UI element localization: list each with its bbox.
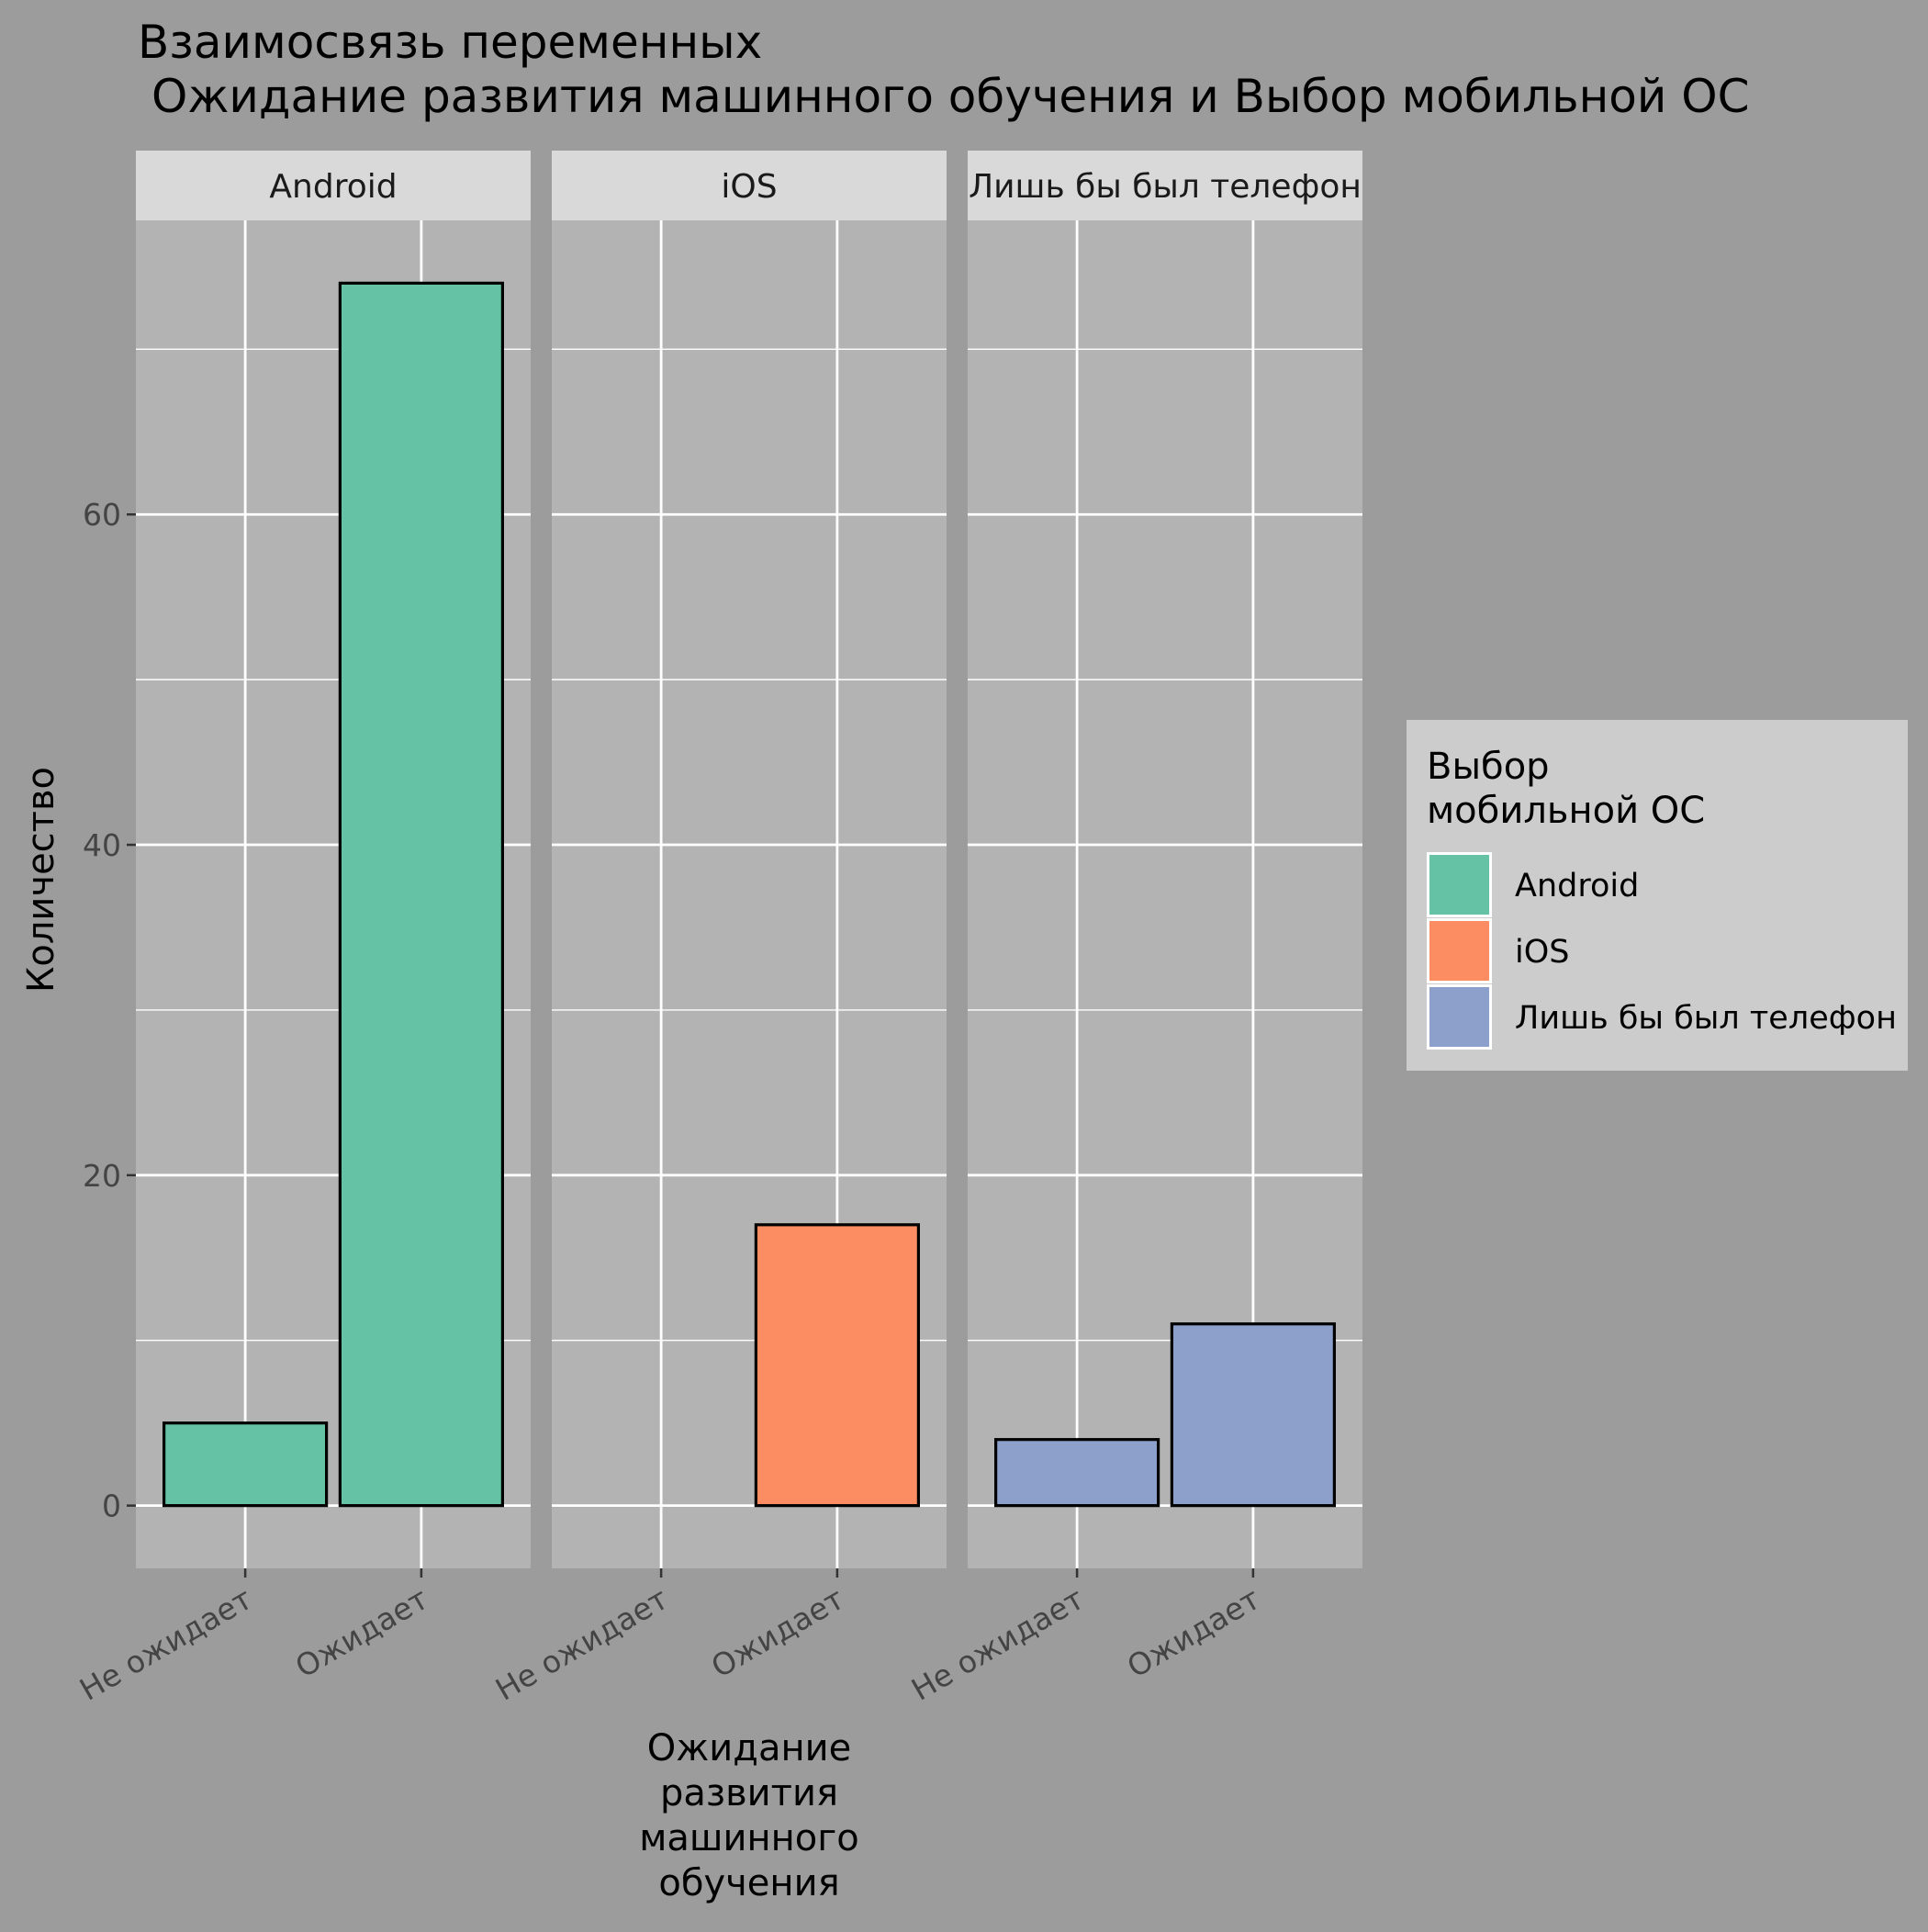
facet-strip-label: Android (269, 168, 397, 206)
legend-entry-label: Android (1515, 868, 1639, 904)
chart-title-line1: Взаимосвязь переменных (138, 16, 762, 69)
y-axis: 0 20 40 60 (83, 497, 136, 1524)
x-axis-title-line: машинного (639, 1817, 859, 1859)
legend-title-line: мобильной ОС (1427, 790, 1705, 832)
y-tick-label: 0 (102, 1488, 121, 1524)
bar (338, 281, 504, 1508)
facet-strip (136, 151, 531, 220)
y-tick-label: 40 (83, 827, 121, 863)
chart-title-line2: Ожидание развития машинного обучения и В… (151, 70, 1750, 123)
legend-key-swatch (1429, 921, 1489, 981)
bar (1170, 1322, 1336, 1508)
legend-entry-label: iOS (1515, 934, 1570, 971)
legend-key-swatch (1429, 855, 1489, 915)
legend-title-line: Выбор (1427, 746, 1550, 788)
y-axis-title: Количество (20, 767, 62, 993)
facet-strip-label: Лишь бы был телефон (969, 168, 1362, 206)
facet-strip (552, 151, 947, 220)
legend-entry-label: Лишь бы был телефон (1515, 1000, 1897, 1037)
y-tick-label: 60 (83, 497, 121, 533)
legend-key-swatch (1429, 987, 1489, 1047)
facet-strip-label: iOS (721, 168, 777, 206)
bar (754, 1223, 920, 1508)
bar (994, 1438, 1160, 1508)
y-tick-label: 20 (83, 1158, 121, 1194)
x-axis-title-line: Ожидание (647, 1727, 851, 1769)
facet-strip (968, 151, 1362, 220)
x-axis-title-line: обучения (658, 1862, 839, 1904)
bar (163, 1421, 329, 1508)
x-axis-title-line: развития (660, 1772, 838, 1814)
